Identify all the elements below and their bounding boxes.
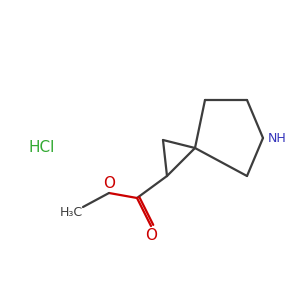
Text: O: O (103, 176, 115, 190)
Text: NH: NH (268, 131, 287, 145)
Text: H₃C: H₃C (59, 206, 83, 220)
Text: HCl: HCl (29, 140, 55, 155)
Text: O: O (145, 229, 157, 244)
